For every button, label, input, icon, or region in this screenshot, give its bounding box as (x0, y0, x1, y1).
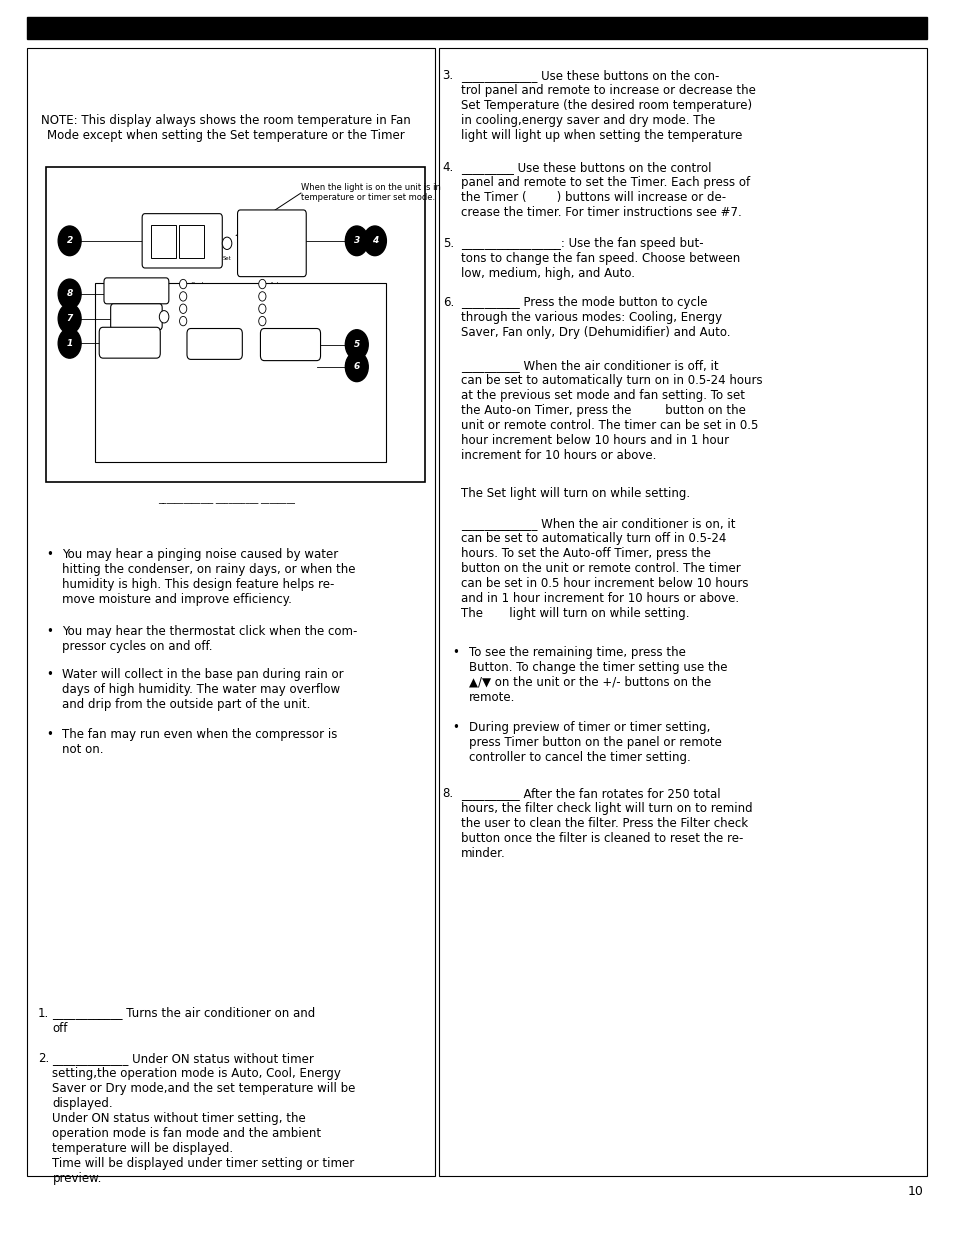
Text: 8.: 8. (442, 787, 454, 800)
Circle shape (258, 291, 266, 301)
Text: _____________ When the air conditioner is on, it
can be set to automatically tur: _____________ When the air conditioner i… (460, 517, 747, 620)
Bar (95, 283, 386, 462)
Text: 2.: 2. (38, 1052, 50, 1066)
Circle shape (179, 291, 187, 301)
Text: The Set light will turn on while setting.: The Set light will turn on while setting… (460, 488, 689, 500)
Text: Filter check: Filter check (121, 288, 152, 294)
Circle shape (258, 304, 266, 314)
Text: 6.: 6. (442, 296, 454, 309)
Text: •: • (46, 668, 52, 682)
Text: Water will collect in the base pan during rain or
days of high humidity. The wat: Water will collect in the base pan durin… (62, 668, 343, 711)
Circle shape (345, 352, 368, 382)
Text: You may hear a pinging noise caused by water
hitting the condenser, on rainy day: You may hear a pinging noise caused by w… (62, 548, 355, 606)
Text: To see the remaining time, press the
Button. To change the timer setting use the: To see the remaining time, press the But… (469, 646, 727, 704)
Bar (438, 48, 926, 1176)
Bar (151, 225, 175, 258)
Circle shape (258, 316, 266, 326)
Text: •: • (46, 548, 52, 562)
Circle shape (345, 330, 368, 359)
Text: _____________ __________ ________: _____________ __________ ________ (157, 494, 294, 503)
Circle shape (179, 316, 187, 326)
Bar (27, 48, 435, 1176)
Text: Mode: Mode (206, 341, 223, 347)
Text: __________ After the fan rotates for 250 total
hours, the filter check light wil: __________ After the fan rotates for 250… (460, 787, 752, 860)
Text: ∧: ∧ (268, 219, 275, 228)
Circle shape (159, 311, 169, 322)
FancyBboxPatch shape (237, 210, 306, 277)
Text: Med: Med (270, 306, 282, 311)
Text: 10: 10 (906, 1184, 923, 1198)
Text: You may hear the thermostat click when the com-
pressor cycles on and off.: You may hear the thermostat click when t… (62, 625, 357, 653)
Text: 6: 6 (354, 362, 359, 372)
Bar (46, 167, 425, 482)
Circle shape (58, 226, 81, 256)
Text: 3: 3 (354, 236, 359, 246)
Text: __________ When the air conditioner is off, it
can be set to automatically turn : __________ When the air conditioner is o… (460, 359, 761, 462)
Text: 5: 5 (354, 340, 359, 350)
Text: __________ Press the mode button to cycle
through the various modes: Cooling, En: __________ Press the mode button to cycl… (460, 296, 729, 338)
Text: Temp / Time: Temp / Time (253, 235, 291, 240)
Text: _____________ Use these buttons on the con-
trol panel and remote to increase or: _____________ Use these buttons on the c… (460, 69, 755, 142)
Text: The fan may run even when the compressor is
not on.: The fan may run even when the compressor… (62, 727, 337, 756)
Text: 8: 8 (67, 289, 72, 299)
Text: 2: 2 (67, 236, 72, 246)
Text: Auto: Auto (270, 282, 284, 287)
Text: Energy Saver: Energy Saver (191, 294, 231, 299)
Text: 4: 4 (372, 236, 377, 246)
Text: 1.: 1. (38, 1007, 50, 1020)
Text: _________ Use these buttons on the control
panel and remote to set the Timer. Ea: _________ Use these buttons on the contr… (460, 162, 749, 219)
FancyBboxPatch shape (99, 327, 160, 358)
Text: ∨: ∨ (268, 256, 275, 266)
Text: Fan
Speed: Fan Speed (281, 341, 298, 351)
Text: 5.: 5. (442, 237, 454, 249)
Text: POWER: POWER (118, 340, 141, 346)
Circle shape (58, 304, 81, 333)
Text: When the light is on the unit is in
temperature or timer set mode.: When the light is on the unit is in temp… (300, 183, 440, 203)
Text: _________________: Use the fan speed but-
tons to change the fan speed. Choose b: _________________: Use the fan speed but… (460, 237, 740, 280)
Circle shape (363, 226, 386, 256)
Text: •: • (46, 625, 52, 638)
Circle shape (58, 329, 81, 358)
Text: Set: Set (222, 256, 232, 261)
Text: Fan Only: Fan Only (191, 306, 216, 311)
FancyBboxPatch shape (142, 214, 222, 268)
Text: ____________ Turns the air conditioner on and
off: ____________ Turns the air conditioner o… (52, 1007, 315, 1035)
Text: High: High (270, 294, 284, 299)
Bar (27, 16, 926, 38)
Text: Timer: Timer (129, 314, 144, 320)
Text: •: • (452, 721, 458, 735)
Circle shape (222, 237, 232, 249)
Text: Dry: Dry (191, 319, 201, 324)
Circle shape (179, 304, 187, 314)
FancyBboxPatch shape (260, 329, 320, 361)
Text: _____________ Under ON status without timer
setting,the operation mode is Auto, : _____________ Under ON status without ti… (52, 1052, 355, 1186)
Text: During preview of timer or timer setting,
press Timer button on the panel or rem: During preview of timer or timer setting… (469, 721, 721, 764)
FancyBboxPatch shape (104, 278, 169, 304)
Text: 4.: 4. (442, 162, 454, 174)
Text: 7: 7 (67, 314, 72, 324)
FancyBboxPatch shape (111, 304, 162, 330)
Circle shape (179, 279, 187, 289)
Text: 3.: 3. (442, 69, 454, 83)
Text: NOTE: This display always shows the room temperature in Fan
Mode except when set: NOTE: This display always shows the room… (41, 114, 411, 142)
Text: •: • (46, 727, 52, 741)
Text: Low: Low (270, 319, 281, 324)
Bar (179, 225, 204, 258)
Text: Cool: Cool (191, 282, 204, 287)
Circle shape (345, 226, 368, 256)
Text: •: • (452, 646, 458, 659)
Text: 1: 1 (67, 338, 72, 348)
FancyBboxPatch shape (187, 329, 242, 359)
Circle shape (258, 279, 266, 289)
Circle shape (58, 279, 81, 309)
